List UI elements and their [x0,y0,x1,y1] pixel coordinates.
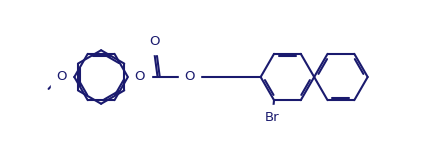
Text: O: O [135,71,145,83]
Text: O: O [56,71,67,83]
Text: O: O [149,35,160,48]
Text: O: O [184,71,194,83]
Text: Br: Br [265,111,279,124]
